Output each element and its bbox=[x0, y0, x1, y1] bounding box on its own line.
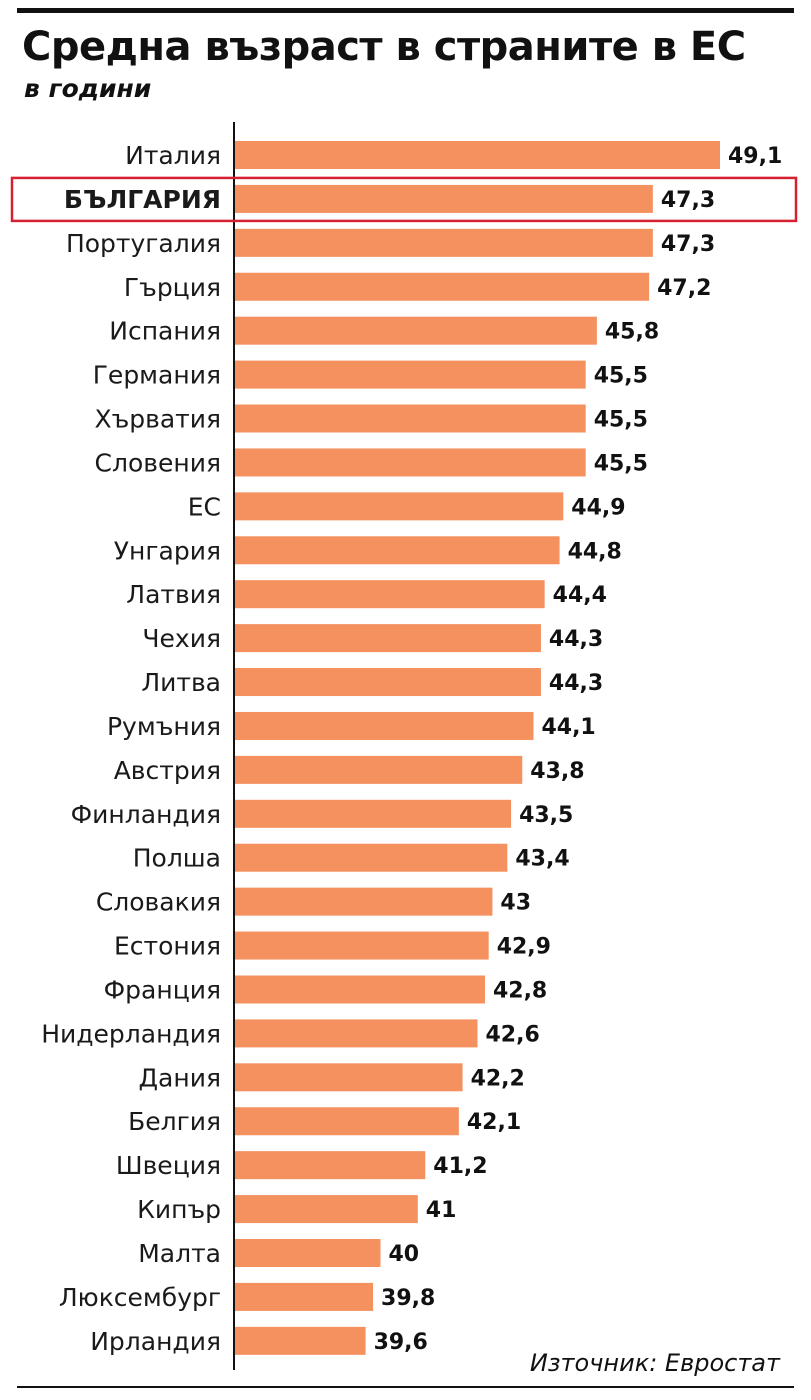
value-label-8: 45,5 bbox=[594, 451, 648, 476]
category-label-17: Полша bbox=[133, 844, 221, 873]
bottom-rule bbox=[17, 1386, 794, 1388]
category-label-10: Унгария bbox=[114, 536, 221, 565]
bar-13 bbox=[235, 668, 541, 697]
bar-9 bbox=[235, 492, 564, 521]
value-label-16: 43,5 bbox=[519, 803, 573, 828]
value-label-3: 47,3 bbox=[661, 232, 715, 257]
category-label-5: Испания bbox=[109, 317, 221, 346]
value-label-18: 43 bbox=[500, 891, 531, 916]
category-label-25: Кипър bbox=[137, 1195, 221, 1224]
value-label-20: 42,8 bbox=[493, 978, 547, 1003]
category-label-15: Австрия bbox=[114, 756, 221, 785]
bar-11 bbox=[235, 580, 545, 609]
category-label-26: Малта bbox=[138, 1239, 221, 1268]
bar-8 bbox=[235, 448, 586, 477]
category-label-3: Португалия bbox=[66, 229, 221, 258]
bar-26 bbox=[235, 1239, 381, 1267]
bar-23 bbox=[235, 1107, 459, 1136]
category-label-1: Италия bbox=[125, 141, 221, 170]
category-label-9: ЕС bbox=[188, 492, 221, 521]
bar-16 bbox=[235, 799, 512, 828]
value-label-6: 45,5 bbox=[594, 364, 648, 389]
category-label-13: Литва bbox=[141, 668, 221, 697]
value-label-9: 44,9 bbox=[571, 495, 625, 520]
category-label-4: Гърция bbox=[124, 273, 221, 302]
category-label-11: Латвия bbox=[126, 580, 221, 609]
value-label-23: 42,1 bbox=[467, 1110, 521, 1135]
source-note: Източник: Евростат bbox=[529, 1349, 780, 1377]
category-label-6: Германия bbox=[93, 361, 221, 390]
value-label-24: 41,2 bbox=[433, 1154, 487, 1179]
bar-25 bbox=[235, 1195, 418, 1224]
highlight-box bbox=[10, 176, 798, 223]
value-label-15: 43,8 bbox=[530, 759, 584, 784]
bar-17 bbox=[235, 843, 508, 872]
bar-2 bbox=[235, 184, 653, 213]
bar-15 bbox=[235, 755, 523, 784]
top-rule bbox=[17, 8, 794, 13]
bar-19 bbox=[235, 931, 489, 960]
value-label-17: 43,4 bbox=[515, 847, 569, 872]
value-label-28: 39,6 bbox=[374, 1330, 428, 1355]
value-label-27: 39,8 bbox=[381, 1286, 435, 1311]
category-label-21: Нидерландия bbox=[41, 1019, 221, 1048]
bar-22 bbox=[235, 1063, 463, 1092]
category-label-19: Естония bbox=[114, 932, 221, 961]
value-label-19: 42,9 bbox=[497, 935, 551, 960]
category-label-7: Хърватия bbox=[94, 405, 221, 434]
category-label-8: Словения bbox=[95, 448, 221, 477]
bar-6 bbox=[235, 360, 586, 389]
value-label-14: 44,1 bbox=[541, 715, 595, 740]
bar-28 bbox=[235, 1326, 366, 1355]
value-label-11: 44,4 bbox=[553, 583, 607, 608]
value-label-1: 49,1 bbox=[728, 144, 782, 169]
category-label-22: Дания bbox=[139, 1063, 221, 1092]
bar-3 bbox=[235, 228, 653, 257]
value-label-4: 47,2 bbox=[657, 276, 711, 301]
chart-subtitle: в години bbox=[24, 74, 152, 103]
bar-1 bbox=[235, 141, 720, 169]
value-label-25: 41 bbox=[426, 1198, 457, 1223]
bar-12 bbox=[235, 624, 541, 653]
category-label-16: Финландия bbox=[71, 800, 221, 829]
value-label-12: 44,3 bbox=[549, 627, 603, 652]
value-label-2: 47,3 bbox=[661, 188, 715, 213]
bar-10 bbox=[235, 536, 560, 565]
category-label-20: Франция bbox=[104, 975, 221, 1004]
category-label-2: БЪЛГАРИЯ bbox=[64, 185, 221, 214]
value-label-5: 45,8 bbox=[605, 320, 659, 345]
bar-21 bbox=[235, 1019, 478, 1048]
bar-27 bbox=[235, 1282, 374, 1311]
bar-14 bbox=[235, 711, 534, 740]
value-label-7: 45,5 bbox=[594, 408, 648, 433]
category-label-24: Швеция bbox=[116, 1151, 221, 1180]
bar-20 bbox=[235, 975, 485, 1004]
category-label-27: Люксембург bbox=[59, 1283, 221, 1312]
category-label-23: Белгия bbox=[128, 1107, 221, 1136]
value-label-21: 42,6 bbox=[486, 1022, 540, 1047]
bar-4 bbox=[235, 272, 650, 301]
value-label-10: 44,8 bbox=[568, 539, 622, 564]
category-label-14: Румъния bbox=[107, 712, 221, 741]
category-label-12: Чехия bbox=[142, 624, 221, 653]
category-label-28: Ирландия bbox=[90, 1327, 221, 1356]
value-label-26: 40 bbox=[389, 1242, 420, 1267]
chart-title: Средна възраст в страните в ЕС bbox=[22, 24, 746, 70]
bar-24 bbox=[235, 1151, 426, 1180]
bar-5 bbox=[235, 316, 597, 345]
bar-7 bbox=[235, 404, 586, 433]
value-label-13: 44,3 bbox=[549, 671, 603, 696]
bar-18 bbox=[235, 887, 493, 916]
category-label-18: Словакия bbox=[96, 888, 221, 917]
value-label-22: 42,2 bbox=[471, 1066, 525, 1091]
